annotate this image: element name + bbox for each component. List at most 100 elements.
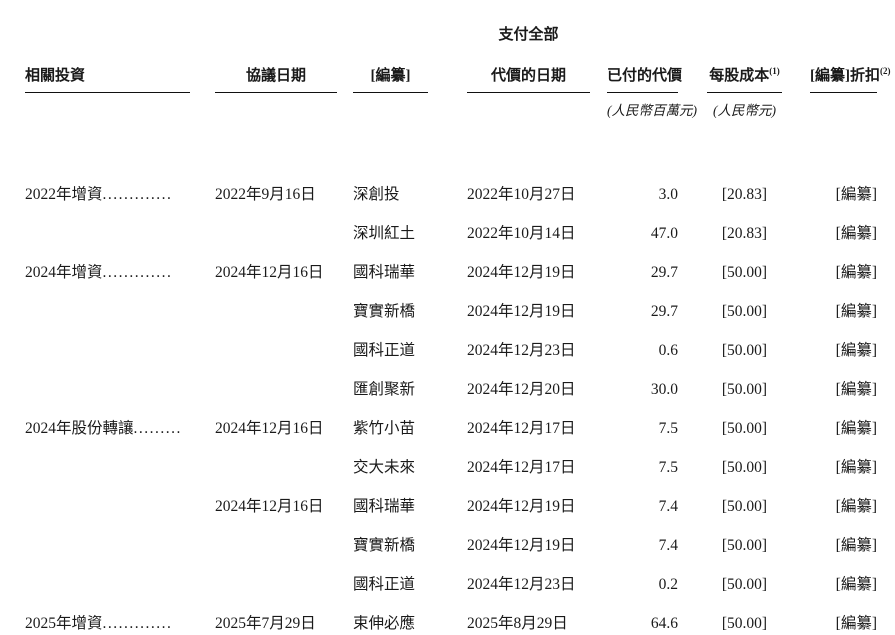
consideration-paid-cell: 47.0: [650, 225, 678, 242]
consideration-unit-label: (人民幣百萬元): [607, 103, 697, 118]
header-body-spacer: [25, 138, 877, 184]
consideration-paid-cell: 7.4: [658, 537, 678, 554]
table-row: 國科正道 2024年12月23日 0.6 [50.00] [編纂]: [25, 340, 877, 379]
discount-cell: [編纂]: [835, 459, 877, 476]
agreement-date-cell: 2025年7月29日: [215, 615, 316, 632]
dot-leader: .............: [102, 264, 173, 281]
investment-label: [25, 379, 190, 418]
investor-name-cell: 國科瑞華: [353, 264, 416, 281]
payment-date-cell: 2024年12月23日: [467, 576, 576, 593]
discount-cell: [編纂]: [835, 576, 877, 593]
payment-date-header-line1: 支付全部: [498, 27, 559, 44]
investment-label: 2022年增資.............: [25, 186, 173, 203]
discount-cell: [編纂]: [835, 420, 877, 437]
agreement-date-cell: 2022年9月16日: [215, 186, 316, 203]
cost-per-share-cell: [50.00]: [721, 264, 768, 281]
payment-date-cell: 2024年12月19日: [467, 303, 576, 320]
consideration-paid-cell: 30.0: [650, 381, 678, 398]
table-row: 交大未來 2024年12月17日 7.5 [50.00] [編纂]: [25, 457, 877, 496]
investment-label: [25, 340, 190, 379]
table-row: 2024年增資............. 2024年12月16日 國科瑞華 20…: [25, 262, 877, 301]
discount-cell: [編纂]: [835, 342, 877, 359]
payment-date-cell: 2024年12月19日: [467, 498, 576, 515]
table-row: 2024年股份轉讓......... 2024年12月16日 紫竹小苗 2024…: [25, 418, 877, 457]
table-row: 2025年增資............. 2025年7月29日 束伸必應 202…: [25, 613, 877, 635]
table-row: 2024年12月16日 國科瑞華 2024年12月19日 7.4 [50.00]…: [25, 496, 877, 535]
consideration-paid-cell: 0.6: [658, 342, 678, 359]
payment-date-cell: 2024年12月17日: [467, 459, 576, 476]
cost-per-share-cell: [50.00]: [721, 537, 768, 554]
payment-date-cell: 2022年10月27日: [467, 186, 576, 203]
cost-per-share-column-header: 每股成本(1): [707, 44, 782, 93]
table-header: 支付全部 相關投資 協議日期 [編纂] 代價的日期 已付的代價 每股成本(1) …: [25, 14, 891, 138]
discount-column-header: [編纂]折扣(2): [810, 44, 891, 93]
agreement-date-cell: [215, 223, 337, 262]
discount-cell: [編纂]: [835, 303, 877, 320]
payment-date-cell: 2024年12月19日: [467, 264, 576, 281]
consideration-paid-cell: 7.4: [658, 498, 678, 515]
payment-date-cell: 2025年8月29日: [467, 615, 568, 632]
agreement-date-cell: [215, 340, 337, 379]
discount-cell: [編纂]: [835, 186, 877, 203]
consideration-paid-cell: 7.5: [658, 459, 678, 476]
cost-per-share-cell: [50.00]: [721, 498, 768, 515]
dot-leader: .............: [102, 186, 173, 203]
discount-cell: [編纂]: [835, 537, 877, 554]
investment-column-header: 相關投資: [25, 44, 190, 93]
investor-name-cell: 束伸必應: [353, 615, 416, 632]
investor-name-cell: 匯創聚新: [353, 381, 416, 398]
dot-leader: .........: [133, 420, 182, 437]
table-row: 國科正道 2024年12月23日 0.2 [50.00] [編纂]: [25, 574, 877, 613]
discount-cell: [編纂]: [835, 615, 877, 632]
payment-date-cell: 2024年12月20日: [467, 381, 576, 398]
agreement-date-cell: [215, 535, 337, 574]
investment-label: [25, 574, 190, 613]
footnote-2-marker: (2): [880, 66, 891, 77]
cost-per-share-cell: [50.00]: [721, 303, 768, 320]
dot-leader: .............: [102, 615, 173, 632]
redacted-column-header: [編纂]: [353, 44, 428, 93]
consideration-paid-cell: 0.2: [658, 576, 678, 593]
investment-label: 2024年增資.............: [25, 264, 173, 281]
investment-label: [25, 223, 190, 262]
investor-name-cell: 國科瑞華: [353, 498, 416, 515]
cost-per-share-cell: [20.83]: [721, 186, 768, 203]
investor-name-cell: 深圳紅土: [353, 225, 416, 242]
header-row-main: 相關投資 協議日期 [編纂] 代價的日期 已付的代價 每股成本(1) [編纂]折…: [25, 44, 891, 93]
agreement-date-cell: [215, 379, 337, 418]
investor-name-cell: 寶實新橋: [353, 537, 416, 554]
investment-label: 2024年股份轉讓.........: [25, 420, 182, 437]
payment-date-cell: 2024年12月17日: [467, 420, 576, 437]
cost-per-share-cell: [50.00]: [721, 420, 768, 437]
agreement-date-cell: [215, 301, 337, 340]
cost-per-share-cell: [50.00]: [721, 342, 768, 359]
payment-date-cell: 2024年12月23日: [467, 342, 576, 359]
cost-per-share-cell: [50.00]: [721, 615, 768, 632]
table-row: 匯創聚新 2024年12月20日 30.0 [50.00] [編纂]: [25, 379, 877, 418]
investor-name-cell: 深創投: [353, 186, 400, 203]
cost-per-share-cell: [50.00]: [721, 381, 768, 398]
investment-label: [25, 496, 190, 535]
agreement-date-column-header: 協議日期: [215, 44, 337, 93]
agreement-date-cell: [215, 457, 337, 496]
agreement-date-cell: 2024年12月16日: [215, 498, 324, 515]
investment-label: [25, 301, 190, 340]
cost-per-share-cell: [50.00]: [721, 576, 768, 593]
investment-label: 2025年增資.............: [25, 615, 173, 632]
investor-name-cell: 寶實新橋: [353, 303, 416, 320]
table-row: 寶實新橋 2024年12月19日 29.7 [50.00] [編纂]: [25, 301, 877, 340]
consideration-paid-cell: 29.7: [650, 303, 678, 320]
investor-name-cell: 紫竹小苗: [353, 420, 416, 437]
discount-cell: [編纂]: [835, 225, 877, 242]
agreement-date-cell: [215, 574, 337, 613]
agreement-date-cell: 2024年12月16日: [215, 420, 324, 437]
agreement-date-cell: 2024年12月16日: [215, 264, 324, 281]
table-row: 2022年增資............. 2022年9月16日 深創投 2022…: [25, 184, 877, 223]
discount-cell: [編纂]: [835, 264, 877, 281]
investor-name-cell: 交大未來: [353, 459, 416, 476]
table-row: 深圳紅土 2022年10月14日 47.0 [20.83] [編纂]: [25, 223, 877, 262]
investor-name-cell: 國科正道: [353, 342, 416, 359]
payment-date-cell: 2022年10月14日: [467, 225, 576, 242]
payment-date-column-header: 代價的日期: [467, 44, 590, 93]
